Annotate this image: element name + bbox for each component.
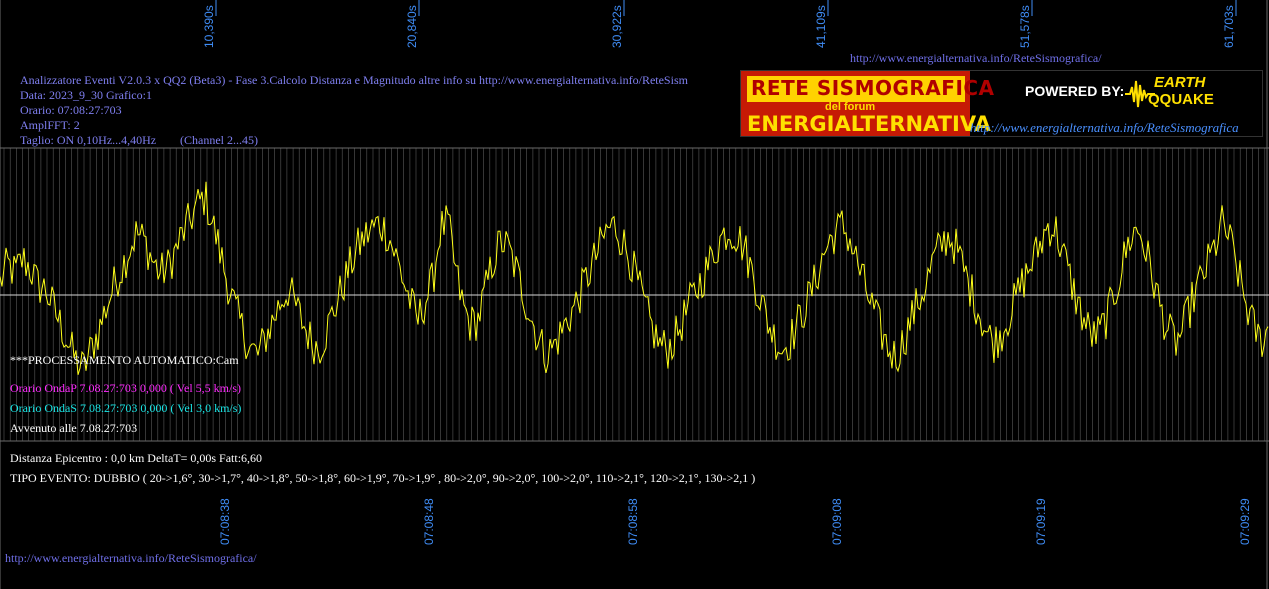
logo-title: RETE SISMOGRAFICA [751, 76, 995, 100]
top-tick-label: 10,390s [202, 5, 216, 48]
top-tick-label: 30,922s [610, 5, 624, 48]
processing-status: ***PROCESSAMENTO AUTOMATICO:Cam [10, 353, 239, 367]
top-tick-label: 41,109s [814, 5, 828, 48]
event-type: TIPO EVENTO: DUBBIO ( 20->1,6°, 30->1,7°… [10, 471, 756, 485]
channel-info: (Channel 2...45) [180, 133, 258, 147]
top-tick-label: 51,578s [1018, 5, 1032, 48]
epicenter-distance: Distanza Epicentro : 0,0 km DeltaT= 0,00… [10, 451, 263, 465]
tick-lines [215, 0, 1237, 16]
bottom-tick-label: 07:09:08 [830, 498, 844, 545]
app-title: Analizzatore Eventi V2.0.3 x QQ2 (Beta3)… [20, 73, 688, 87]
logo-url[interactable]: http://www.energialternativa.info/ReteSi… [970, 120, 1239, 135]
logo-yellow-bar [747, 76, 965, 102]
rete-sismografica-logo[interactable]: RETE SISMOGRAFICA del forum ENERGIALTERN… [740, 70, 1263, 137]
logo-forum-name: ENERGIALTERNATIVA [747, 112, 991, 136]
bottom-tick-label: 07:09:29 [1238, 498, 1252, 545]
brand-earth: EARTH [1154, 74, 1206, 91]
filter-info: Taglio: ON 0,10Hz...4,40Hz [20, 133, 157, 147]
event-time: Avvenuto alle 7.08.27:703 [10, 421, 138, 435]
time-info: Orario: 07:08:27:703 [20, 103, 122, 117]
bottom-tick-label: 07:08:38 [218, 498, 232, 545]
powered-by-label: POWERED BY: [1025, 83, 1125, 99]
date-info: Data: 2023_9_30 Grafico:1 [20, 88, 152, 102]
bottom-tick-label: 07:09:19 [1034, 498, 1048, 545]
brand-qquake: QQUAKE [1148, 91, 1214, 108]
logo-subtitle: del forum [825, 101, 876, 113]
bottom-tick-label: 07:08:58 [626, 498, 640, 545]
top-tick-label: 61,703s [1222, 5, 1236, 48]
ampl-info: AmplFFT: 2 [20, 118, 80, 132]
top-url[interactable]: http://www.energialternativa.info/ReteSi… [850, 51, 1102, 65]
p-wave-info: Orario OndaP 7.08.27:703 0,000 ( Vel 5,5… [10, 381, 241, 395]
seismic-trace [0, 181, 1269, 375]
seismograph-icon [1125, 80, 1155, 108]
top-tick-label: 20,840s [405, 5, 419, 48]
s-wave-info: Orario OndaS 7.08.27:703 0,000 ( Vel 3,0… [10, 401, 242, 415]
footer-url[interactable]: http://www.energialternativa.info/ReteSi… [5, 551, 257, 565]
bottom-tick-label: 07:08:48 [422, 498, 436, 545]
